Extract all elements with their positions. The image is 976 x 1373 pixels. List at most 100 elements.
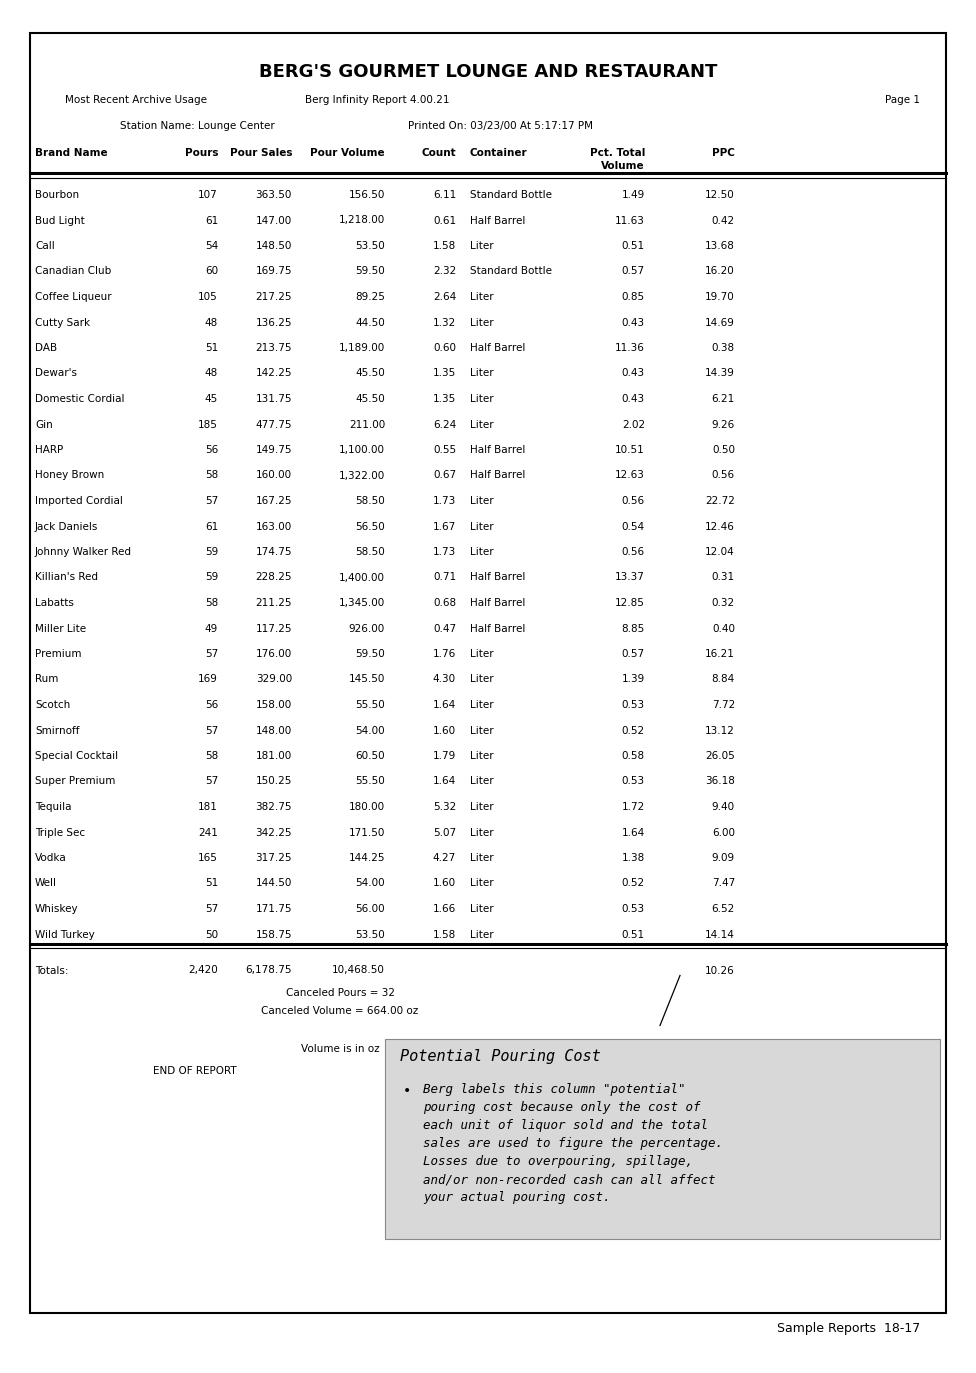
Text: DAB: DAB [35, 343, 58, 353]
Text: 11.63: 11.63 [615, 216, 645, 225]
Text: Station Name: Lounge Center: Station Name: Lounge Center [120, 121, 275, 130]
Text: 0.68: 0.68 [433, 599, 456, 608]
Text: 1.32: 1.32 [432, 317, 456, 328]
Text: PPC: PPC [712, 148, 735, 158]
Text: Liter: Liter [470, 700, 494, 710]
Text: 61: 61 [205, 216, 218, 225]
Text: 59.50: 59.50 [355, 649, 385, 659]
Text: Sample Reports  18-17: Sample Reports 18-17 [777, 1322, 920, 1335]
Text: 4.27: 4.27 [432, 853, 456, 864]
Text: 59: 59 [205, 573, 218, 582]
Text: 1.73: 1.73 [432, 546, 456, 557]
Text: Cutty Sark: Cutty Sark [35, 317, 90, 328]
Text: 9.26: 9.26 [712, 420, 735, 430]
Text: 44.50: 44.50 [355, 317, 385, 328]
Text: 45.50: 45.50 [355, 394, 385, 404]
Text: 12.46: 12.46 [705, 522, 735, 531]
Text: 148.50: 148.50 [256, 242, 292, 251]
Text: 49: 49 [205, 623, 218, 633]
Text: Liter: Liter [470, 394, 494, 404]
Text: 1.58: 1.58 [432, 930, 456, 939]
Text: Liter: Liter [470, 522, 494, 531]
Text: 1.79: 1.79 [432, 751, 456, 761]
Text: 136.25: 136.25 [256, 317, 292, 328]
Text: Vodka: Vodka [35, 853, 66, 864]
Text: 12.04: 12.04 [706, 546, 735, 557]
Text: 0.50: 0.50 [712, 445, 735, 454]
Text: Brand Name: Brand Name [35, 148, 107, 158]
Text: 0.54: 0.54 [622, 522, 645, 531]
Text: sales are used to figure the percentage.: sales are used to figure the percentage. [423, 1137, 723, 1151]
Text: 7.47: 7.47 [712, 879, 735, 888]
Text: 56.00: 56.00 [355, 903, 385, 914]
Text: 0.38: 0.38 [712, 343, 735, 353]
Text: each unit of liquor sold and the total: each unit of liquor sold and the total [423, 1119, 708, 1133]
Text: Losses due to overpouring, spillage,: Losses due to overpouring, spillage, [423, 1156, 693, 1168]
Text: Super Premium: Super Premium [35, 777, 115, 787]
Text: 58: 58 [205, 751, 218, 761]
Text: 1.35: 1.35 [432, 368, 456, 379]
Text: 6,178.75: 6,178.75 [246, 965, 292, 975]
Text: Liter: Liter [470, 649, 494, 659]
Text: Bourbon: Bourbon [35, 189, 79, 200]
Text: 12.85: 12.85 [615, 599, 645, 608]
Text: 1,322.00: 1,322.00 [339, 471, 385, 481]
Text: Standard Bottle: Standard Bottle [470, 189, 552, 200]
Text: Count: Count [422, 148, 456, 158]
Text: 14.39: 14.39 [705, 368, 735, 379]
Text: 241: 241 [198, 828, 218, 838]
Text: 14.69: 14.69 [705, 317, 735, 328]
Text: 22.72: 22.72 [705, 496, 735, 507]
Text: 150.25: 150.25 [256, 777, 292, 787]
Text: 51: 51 [205, 343, 218, 353]
Text: •: • [403, 1083, 411, 1097]
Text: 50: 50 [205, 930, 218, 939]
Text: 228.25: 228.25 [256, 573, 292, 582]
Text: 0.57: 0.57 [622, 649, 645, 659]
Text: 55.50: 55.50 [355, 700, 385, 710]
Text: Premium: Premium [35, 649, 82, 659]
Text: 0.67: 0.67 [433, 471, 456, 481]
Text: Half Barrel: Half Barrel [470, 445, 525, 454]
Text: 26.05: 26.05 [706, 751, 735, 761]
Text: 0.47: 0.47 [433, 623, 456, 633]
Text: Liter: Liter [470, 930, 494, 939]
Text: 8.85: 8.85 [622, 623, 645, 633]
Text: 144.25: 144.25 [348, 853, 385, 864]
Text: 16.21: 16.21 [705, 649, 735, 659]
Text: 147.00: 147.00 [256, 216, 292, 225]
Text: 1,400.00: 1,400.00 [339, 573, 385, 582]
Text: 0.60: 0.60 [433, 343, 456, 353]
Text: 48: 48 [205, 317, 218, 328]
Text: Johnny Walker Red: Johnny Walker Red [35, 546, 132, 557]
Text: 9.40: 9.40 [712, 802, 735, 811]
Text: Dewar's: Dewar's [35, 368, 77, 379]
Text: Half Barrel: Half Barrel [470, 216, 525, 225]
Text: 144.50: 144.50 [256, 879, 292, 888]
Text: 0.42: 0.42 [712, 216, 735, 225]
Text: 19.70: 19.70 [706, 292, 735, 302]
Text: Printed On: 03/23/00 At 5:17:17 PM: Printed On: 03/23/00 At 5:17:17 PM [408, 121, 593, 130]
Text: 56.50: 56.50 [355, 522, 385, 531]
Text: Liter: Liter [470, 903, 494, 914]
Text: Liter: Liter [470, 496, 494, 507]
Text: Liter: Liter [470, 292, 494, 302]
Text: 59.50: 59.50 [355, 266, 385, 276]
Text: 7.72: 7.72 [712, 700, 735, 710]
Text: 56: 56 [205, 700, 218, 710]
Text: 0.43: 0.43 [622, 394, 645, 404]
Text: 4.30: 4.30 [433, 674, 456, 685]
Text: 59: 59 [205, 546, 218, 557]
Text: 1.73: 1.73 [432, 496, 456, 507]
Text: Container: Container [470, 148, 528, 158]
Text: and/or non-recorded cash can all affect: and/or non-recorded cash can all affect [423, 1174, 715, 1186]
Text: 171.50: 171.50 [348, 828, 385, 838]
Text: 158.75: 158.75 [256, 930, 292, 939]
Text: 0.52: 0.52 [622, 879, 645, 888]
Text: 54.00: 54.00 [355, 879, 385, 888]
Text: 45.50: 45.50 [355, 368, 385, 379]
Text: 1.64: 1.64 [432, 700, 456, 710]
Text: Pours: Pours [184, 148, 218, 158]
Text: 1.67: 1.67 [432, 522, 456, 531]
Text: Pour Sales: Pour Sales [229, 148, 292, 158]
